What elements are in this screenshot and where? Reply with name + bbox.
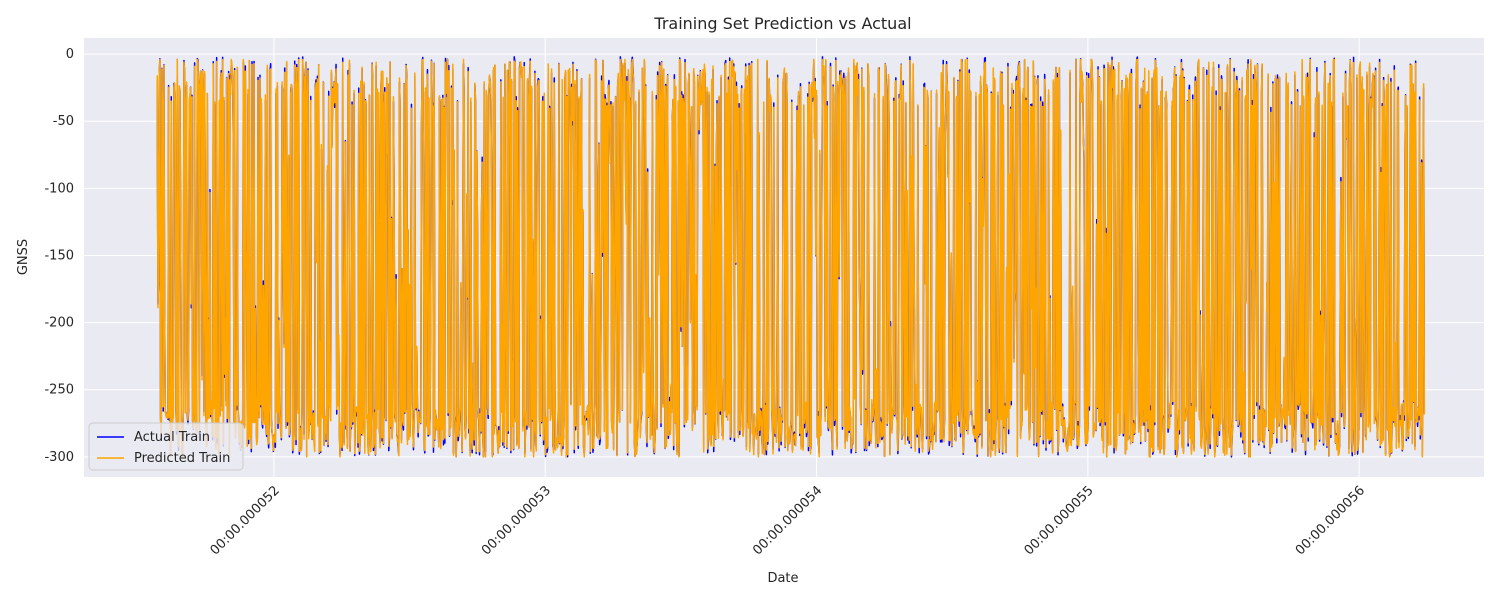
legend-box	[88, 422, 244, 471]
x-tick-label: 00:00.000054	[750, 483, 825, 558]
y-tick-label: -150	[44, 248, 74, 263]
y-tick-label: -250	[44, 383, 74, 398]
series-line-predicted-train	[156, 58, 1426, 458]
y-tick-label: -50	[53, 114, 74, 129]
legend: Actual Train Predicted Train	[88, 422, 244, 471]
legend-label-actual: Actual Train	[134, 430, 210, 445]
x-tick-label: 00:00.000056	[1293, 483, 1368, 558]
y-tick-label: 0	[66, 47, 74, 62]
x-tick-label: 00:00.000052	[208, 483, 283, 558]
legend-label-predicted: Predicted Train	[134, 451, 230, 466]
x-tick-label: 00:00.000053	[479, 483, 554, 558]
y-tick-label: -200	[44, 316, 74, 331]
series-layer	[156, 56, 1426, 458]
y-ticks: 0 -50 -100 -150 -200 -250 -300	[44, 47, 74, 465]
y-tick-label: -300	[44, 450, 74, 465]
y-tick-label: -100	[44, 181, 74, 196]
x-axis-label: Date	[767, 571, 798, 586]
chart-title: Training Set Prediction vs Actual	[653, 14, 911, 33]
x-ticks: 00:00.000052 00:00.000053 00:00.000054 00:0…	[208, 483, 1368, 558]
x-tick-label: 00:00.000055	[1022, 483, 1097, 558]
y-axis-label: GNSS	[16, 239, 31, 275]
